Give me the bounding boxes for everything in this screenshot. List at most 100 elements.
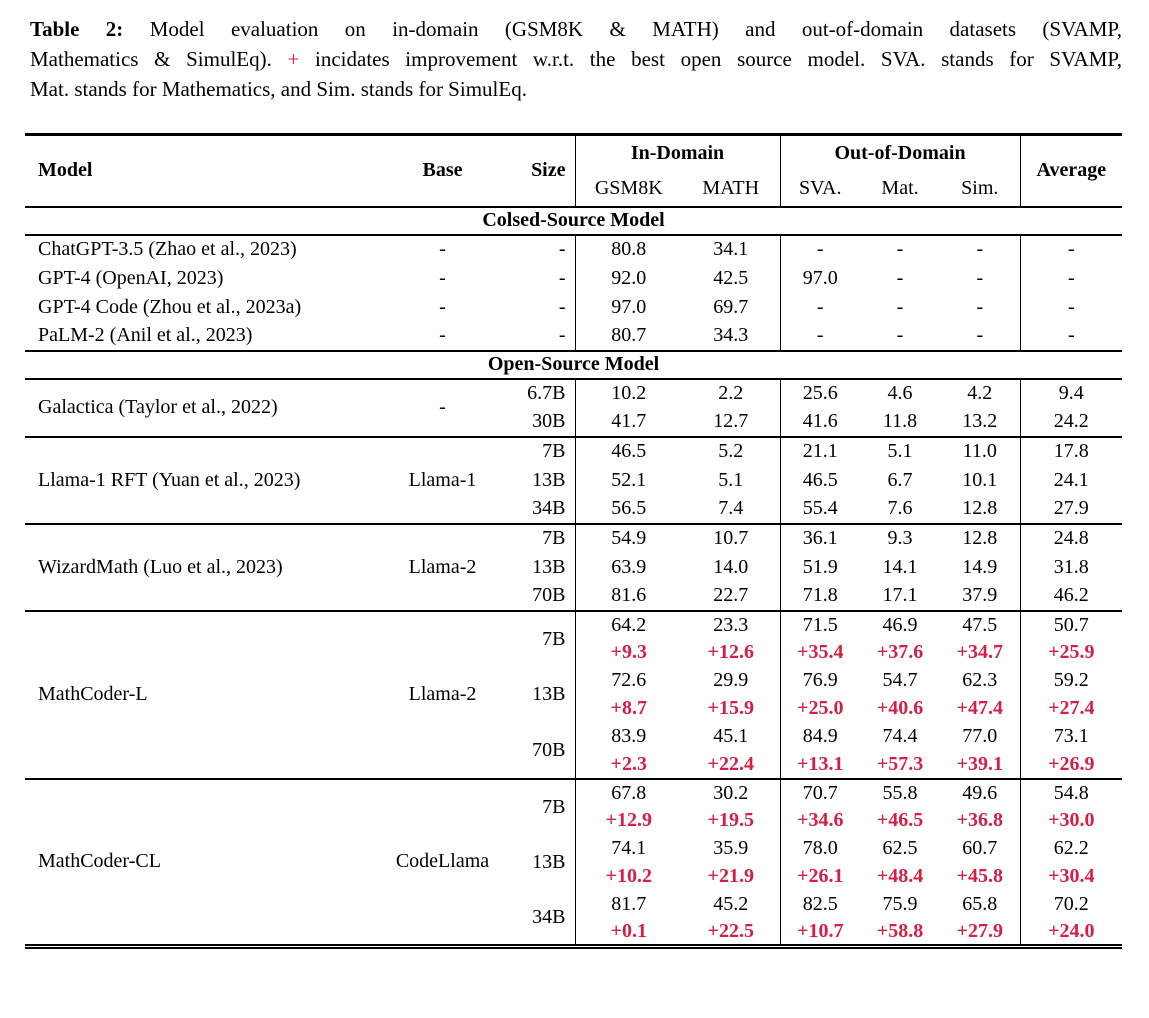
size-cell: 13B xyxy=(532,851,566,873)
value-cell: 17.8 xyxy=(1019,435,1123,466)
table-row: ChatGPT-3.5 (Zhao et al., 2023) - - 80.8… xyxy=(25,234,1123,264)
value-cell: 4.6 xyxy=(860,377,941,408)
size-cell: 7B xyxy=(500,609,575,667)
value-cell: 54.7 xyxy=(882,669,918,691)
value-cell: 41.7 xyxy=(574,407,682,437)
table-row: MathCoder-L Llama-2 7B 64.2 23.3 71.5 46… xyxy=(25,609,1123,779)
size-cell: 30B xyxy=(532,410,566,432)
value-cell: 5.1 xyxy=(718,468,744,491)
table-row: 70B 81.6 22.7 71.8 17.1 37.9 46.2 xyxy=(25,581,1123,611)
base-cell: - xyxy=(439,324,446,346)
table-row: Model Base Size In-Domain Out-of-Domain … xyxy=(25,134,1123,207)
value-cell: 6.7 xyxy=(887,468,913,491)
delta-cell: +21.9 xyxy=(707,865,754,887)
value-cell: 82.5 xyxy=(779,890,861,919)
value-cell: - xyxy=(896,266,904,289)
table-caption: Table 2: Model evaluation on in-domain (… xyxy=(30,14,1122,104)
table-row: 13B 74.1 35.9 78.0 62.5 60.7 62.2 xyxy=(25,834,1123,873)
value-cell: 49.6 xyxy=(940,777,1021,807)
table-row: 13B 63.9 14.0 51.9 14.1 14.9 31.8 xyxy=(25,552,1123,582)
section-header-open-source: Open-Source Model xyxy=(25,349,1123,380)
value-cell: 12.8 xyxy=(940,522,1021,553)
value-cell: 65.8 xyxy=(962,893,998,915)
col-header-out-of-domain: Out-of-Domain xyxy=(779,134,1021,172)
table-row: 13B 52.1 5.1 46.5 6.7 10.1 24.1 xyxy=(25,465,1123,495)
size-cell: - xyxy=(558,266,566,289)
value-cell: 55.4 xyxy=(779,494,861,524)
value-cell: 14.1 xyxy=(882,555,918,578)
delta-cell: +27.4 xyxy=(1019,694,1123,723)
col-subheader-math: MATH xyxy=(702,177,760,199)
table-row: 30B 41.7 12.7 41.6 11.8 13.2 24.2 xyxy=(25,407,1123,437)
value-cell: 78.0 xyxy=(779,834,861,863)
value-cell: 56.5 xyxy=(574,494,682,524)
delta-cell: +35.4 xyxy=(779,638,861,667)
value-cell: 64.2 xyxy=(574,609,682,639)
value-cell: - xyxy=(779,321,861,351)
caption-text: Mathematics & SimulEq). xyxy=(30,47,272,71)
delta-cell: +36.8 xyxy=(956,809,1003,831)
value-cell: 80.7 xyxy=(574,321,682,351)
caption-line-3: Mat. stands for Mathematics, and Sim. st… xyxy=(30,74,1122,104)
value-cell: - xyxy=(976,238,984,260)
model-cell: Galactica (Taylor et al., 2022) xyxy=(25,377,385,437)
value-cell: 74.4 xyxy=(882,725,918,747)
value-cell: - xyxy=(1019,234,1123,264)
value-cell: 11.8 xyxy=(882,410,918,432)
delta-cell: +34.7 xyxy=(956,641,1003,663)
section-title: Open-Source Model xyxy=(25,349,1123,380)
value-cell: 31.8 xyxy=(1019,552,1123,582)
table-row: PaLM-2 (Anil et al., 2023) - - 80.7 34.3… xyxy=(25,321,1123,351)
value-cell: 77.0 xyxy=(962,725,998,747)
value-cell: 46.2 xyxy=(1019,581,1123,611)
size-cell: - xyxy=(558,295,566,318)
caption-text: incidates improvement w.r.t. the best op… xyxy=(315,47,1122,71)
value-cell: 2.2 xyxy=(682,377,781,408)
value-cell: - xyxy=(896,238,904,260)
base-cell: - xyxy=(439,238,446,260)
value-cell: 5.1 xyxy=(860,435,941,466)
delta-cell: +24.0 xyxy=(1019,918,1123,947)
delta-cell: +15.9 xyxy=(707,697,754,719)
value-cell: 24.8 xyxy=(1019,522,1123,553)
value-cell: 25.6 xyxy=(779,377,861,408)
size-cell: 7B xyxy=(500,522,575,553)
delta-cell: +2.3 xyxy=(574,750,682,779)
value-cell: - xyxy=(779,292,861,322)
delta-cell: +26.1 xyxy=(779,862,861,891)
size-cell: 70B xyxy=(532,584,566,606)
value-cell: 70.2 xyxy=(1019,890,1123,919)
size-cell: 70B xyxy=(532,738,566,761)
closed-source-block: ChatGPT-3.5 (Zhao et al., 2023) - - 80.8… xyxy=(25,234,1123,351)
value-cell: 7.4 xyxy=(718,497,744,519)
delta-cell: +37.6 xyxy=(876,641,924,663)
value-cell: 46.9 xyxy=(860,609,941,639)
caption-line-2: Mathematics & SimulEq). + incidates impr… xyxy=(30,44,1122,74)
model-cell: GPT-4 (OpenAI, 2023) xyxy=(38,266,224,289)
value-cell: 14.0 xyxy=(713,555,749,578)
table-row: +8.7 +15.9 +25.0 +40.6 +47.4 +27.4 xyxy=(25,694,1123,723)
value-cell: 27.9 xyxy=(1019,494,1123,524)
value-cell: 54.8 xyxy=(1019,777,1123,807)
value-cell: 9.4 xyxy=(1019,377,1123,408)
table-row: MathCoder-CL CodeLlama 7B 67.8 30.2 70.7… xyxy=(25,777,1123,947)
delta-cell: +45.8 xyxy=(956,865,1003,887)
value-cell: 34.3 xyxy=(713,324,749,346)
value-cell: 7.6 xyxy=(887,497,913,519)
size-cell: - xyxy=(558,324,566,346)
base-cell: - xyxy=(439,295,446,318)
table-row: Llama-1 RFT (Yuan et al., 2023) Llama-1 … xyxy=(25,435,1123,524)
value-cell: 73.1 xyxy=(1019,722,1123,751)
col-header-in-domain: In-Domain xyxy=(574,134,781,172)
table-row: GPT-4 (OpenAI, 2023) - - 92.0 42.5 97.0 … xyxy=(25,263,1123,293)
delta-cell: +27.9 xyxy=(956,919,1003,942)
base-cell: - xyxy=(385,377,500,437)
value-cell: - xyxy=(1019,321,1123,351)
caption-text: Model evaluation on in-domain (GSM8K & M… xyxy=(149,17,1122,41)
value-cell: 71.5 xyxy=(779,609,861,639)
group-wizardmath: WizardMath (Luo et al., 2023) Llama-2 7B… xyxy=(25,522,1123,611)
value-cell: 42.5 xyxy=(713,266,749,289)
value-cell: 34.1 xyxy=(713,238,749,260)
delta-cell: +40.6 xyxy=(876,697,924,719)
value-cell: 97.0 xyxy=(779,263,861,293)
